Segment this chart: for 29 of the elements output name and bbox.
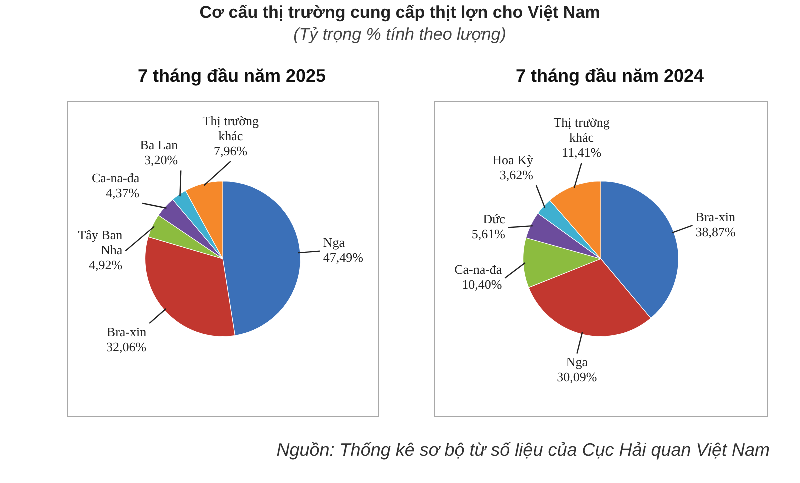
data-label: 4,92% <box>89 258 123 273</box>
slice-label: Tây Ban Nha <box>78 228 124 258</box>
data-label: 7,96% <box>214 144 248 159</box>
slice-label: Bra-xin <box>696 209 736 224</box>
slice-label: Ca-na-đa <box>92 170 140 186</box>
data-label: 4,37% <box>106 185 140 200</box>
data-label: 38,87% <box>696 224 736 240</box>
slice-label: Đức <box>483 212 506 227</box>
slice-label: Bra-xin <box>106 324 148 340</box>
text: (Tỷ trọng % tính theo lượng) <box>292 24 508 46</box>
data-label: 3,20% <box>144 152 178 168</box>
data-label: 30,09% <box>557 370 598 385</box>
data-label: 32,06% <box>106 339 147 354</box>
slice-label: Ca-na-đa <box>454 262 502 278</box>
chart-title: 7 tháng đầu năm 2024 <box>514 65 706 88</box>
data-label: 10,40% <box>462 277 502 292</box>
slice-label: Hoa Kỳ <box>492 152 534 168</box>
data-label: 11,41% <box>562 145 602 160</box>
slice-label: Ba Lan <box>140 138 179 153</box>
chart-title: 7 tháng đầu năm 2025 <box>136 65 328 88</box>
slice-label: Nga <box>323 235 346 250</box>
slice-label: Thị trường khác <box>554 115 610 146</box>
data-label: 5,61% <box>472 226 506 242</box>
slice-label: Nga <box>566 354 588 370</box>
data-label: 47,49% <box>323 250 364 266</box>
data-label: 3,62% <box>500 168 534 183</box>
text: Cơ cấu thị trường cung cấp thịt lợn cho Việt Nam <box>198 2 602 24</box>
slice-label: Thị trường khác <box>202 114 260 144</box>
text: Nguồn: Thống kê sơ bộ từ số liệu của Cục Hải quan Việt Nam <box>276 439 770 462</box>
